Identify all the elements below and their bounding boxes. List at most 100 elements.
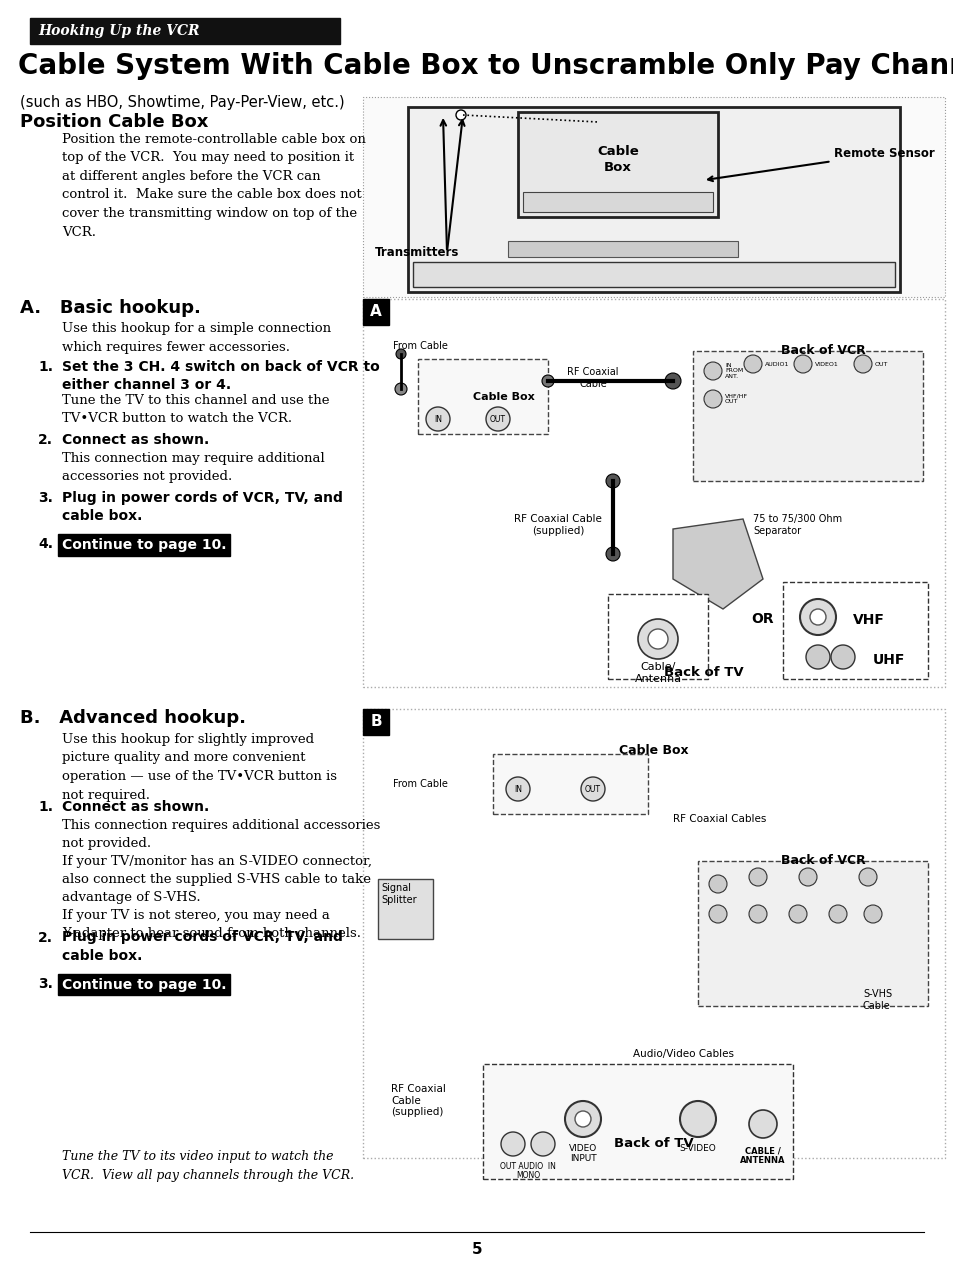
Bar xyxy=(363,96,944,297)
Circle shape xyxy=(743,355,761,373)
Bar xyxy=(417,359,547,434)
Circle shape xyxy=(828,905,846,923)
Circle shape xyxy=(748,1110,776,1137)
Circle shape xyxy=(541,375,554,387)
Circle shape xyxy=(809,609,825,625)
Circle shape xyxy=(605,474,619,488)
Circle shape xyxy=(575,1111,590,1127)
Bar xyxy=(363,299,944,687)
Text: Hooking Up the VCR: Hooking Up the VCR xyxy=(38,24,199,38)
Text: Plug in power cords of VCR, TV, and
cable box.: Plug in power cords of VCR, TV, and cabl… xyxy=(62,491,342,524)
Text: From Cable: From Cable xyxy=(393,341,447,351)
Text: Cable Box: Cable Box xyxy=(473,392,535,402)
Text: OUT: OUT xyxy=(584,785,600,794)
Text: AUDIO1: AUDIO1 xyxy=(764,361,788,366)
Text: Cable System With Cable Box to Unscramble Only Pay Channels: Cable System With Cable Box to Unscrambl… xyxy=(18,52,953,80)
Text: 4.: 4. xyxy=(38,538,53,552)
Text: VHF: VHF xyxy=(852,612,884,626)
Text: Audio/Video Cables: Audio/Video Cables xyxy=(633,1049,733,1059)
Circle shape xyxy=(531,1132,555,1156)
Circle shape xyxy=(505,777,530,801)
Text: This connection requires additional accessories
not provided.
If your TV/monitor: This connection requires additional acce… xyxy=(62,819,380,940)
Text: Tune the TV to its video input to watch the
VCR.  View all pay channels through : Tune the TV to its video input to watch … xyxy=(62,1150,354,1182)
Text: 2.: 2. xyxy=(38,931,53,945)
Text: Connect as shown.: Connect as shown. xyxy=(62,800,209,814)
Bar xyxy=(363,299,389,325)
Text: 1.: 1. xyxy=(38,360,53,374)
Text: (such as HBO, Showtime, Pay-Per-View, etc.): (such as HBO, Showtime, Pay-Per-View, et… xyxy=(20,95,344,110)
Text: Remote Sensor: Remote Sensor xyxy=(707,147,934,181)
Bar xyxy=(517,112,718,217)
Circle shape xyxy=(793,355,811,373)
Text: 5: 5 xyxy=(471,1241,482,1257)
Text: S-VIDEO: S-VIDEO xyxy=(679,1144,716,1153)
Circle shape xyxy=(708,875,726,893)
Circle shape xyxy=(679,1101,716,1137)
Text: S-VHS
Cable: S-VHS Cable xyxy=(862,989,891,1011)
Text: Continue to page 10.: Continue to page 10. xyxy=(62,978,226,992)
Circle shape xyxy=(485,407,510,431)
Text: Plug in power cords of VCR, TV, and
cable box.: Plug in power cords of VCR, TV, and cabl… xyxy=(62,931,342,962)
Circle shape xyxy=(638,619,678,659)
Bar xyxy=(482,1064,792,1179)
Text: Back of TV: Back of TV xyxy=(614,1137,693,1150)
Text: Cable/
Antenna: Cable/ Antenna xyxy=(634,662,680,683)
Text: 2.: 2. xyxy=(38,432,53,448)
Circle shape xyxy=(426,407,450,431)
Circle shape xyxy=(853,355,871,373)
Circle shape xyxy=(703,391,721,408)
Text: 3.: 3. xyxy=(38,976,52,990)
Text: Back of VCR: Back of VCR xyxy=(780,344,864,358)
Circle shape xyxy=(805,645,829,670)
Circle shape xyxy=(605,547,619,560)
Circle shape xyxy=(863,905,882,923)
Text: Tune the TV to this channel and use the
TV•VCR button to watch the VCR.: Tune the TV to this channel and use the … xyxy=(62,394,329,425)
Circle shape xyxy=(580,777,604,801)
Text: MONO: MONO xyxy=(516,1172,539,1181)
Polygon shape xyxy=(672,519,762,609)
Text: RF Coaxial Cables: RF Coaxial Cables xyxy=(672,814,765,824)
Text: VIDEO1: VIDEO1 xyxy=(814,361,838,366)
Bar xyxy=(413,262,894,287)
Circle shape xyxy=(395,383,407,396)
Text: Cable Box: Cable Box xyxy=(618,744,688,757)
Bar xyxy=(363,709,944,1158)
Text: IN: IN xyxy=(514,785,521,794)
Text: OUT: OUT xyxy=(490,415,505,424)
Text: A.   Basic hookup.: A. Basic hookup. xyxy=(20,299,201,317)
Bar xyxy=(408,107,899,292)
Text: Signal
Splitter: Signal Splitter xyxy=(380,884,416,905)
Text: OUT AUDIO  IN: OUT AUDIO IN xyxy=(499,1161,556,1172)
Bar xyxy=(782,582,927,678)
Text: IN: IN xyxy=(434,415,441,424)
Text: From Cable: From Cable xyxy=(393,779,447,789)
Circle shape xyxy=(800,598,835,635)
Bar xyxy=(507,241,738,257)
Text: Use this hookup for slightly improved
picture quality and more convenient
operat: Use this hookup for slightly improved pi… xyxy=(62,733,336,801)
Text: IN
FROM
ANT.: IN FROM ANT. xyxy=(724,363,742,379)
Text: CABLE /
ANTENNA: CABLE / ANTENNA xyxy=(740,1146,785,1165)
Text: B: B xyxy=(370,714,381,729)
Circle shape xyxy=(858,869,876,886)
Text: Position Cable Box: Position Cable Box xyxy=(20,113,208,131)
Text: B.   Advanced hookup.: B. Advanced hookup. xyxy=(20,709,246,727)
Circle shape xyxy=(456,110,465,120)
Text: Set the 3 CH. 4 switch on back of VCR to
either channel 3 or 4.: Set the 3 CH. 4 switch on back of VCR to… xyxy=(62,360,379,392)
Circle shape xyxy=(748,869,766,886)
Bar xyxy=(363,709,389,735)
Text: VHF/HF
OUT: VHF/HF OUT xyxy=(724,393,747,404)
Text: VIDEO
INPUT: VIDEO INPUT xyxy=(568,1144,597,1164)
Circle shape xyxy=(500,1132,524,1156)
Text: OUT: OUT xyxy=(874,361,887,366)
Text: 75 to 75/300 Ohm
Separator: 75 to 75/300 Ohm Separator xyxy=(752,514,841,535)
Text: Back of TV: Back of TV xyxy=(663,666,743,678)
Circle shape xyxy=(703,361,721,380)
Text: This connection may require additional
accessories not provided.: This connection may require additional a… xyxy=(62,451,324,483)
Circle shape xyxy=(748,905,766,923)
Bar xyxy=(698,861,927,1006)
Circle shape xyxy=(708,905,726,923)
Text: UHF: UHF xyxy=(872,653,904,667)
Bar xyxy=(30,18,339,44)
Bar xyxy=(493,754,647,814)
Text: RF Coaxial
Cable
(supplied): RF Coaxial Cable (supplied) xyxy=(391,1084,445,1117)
